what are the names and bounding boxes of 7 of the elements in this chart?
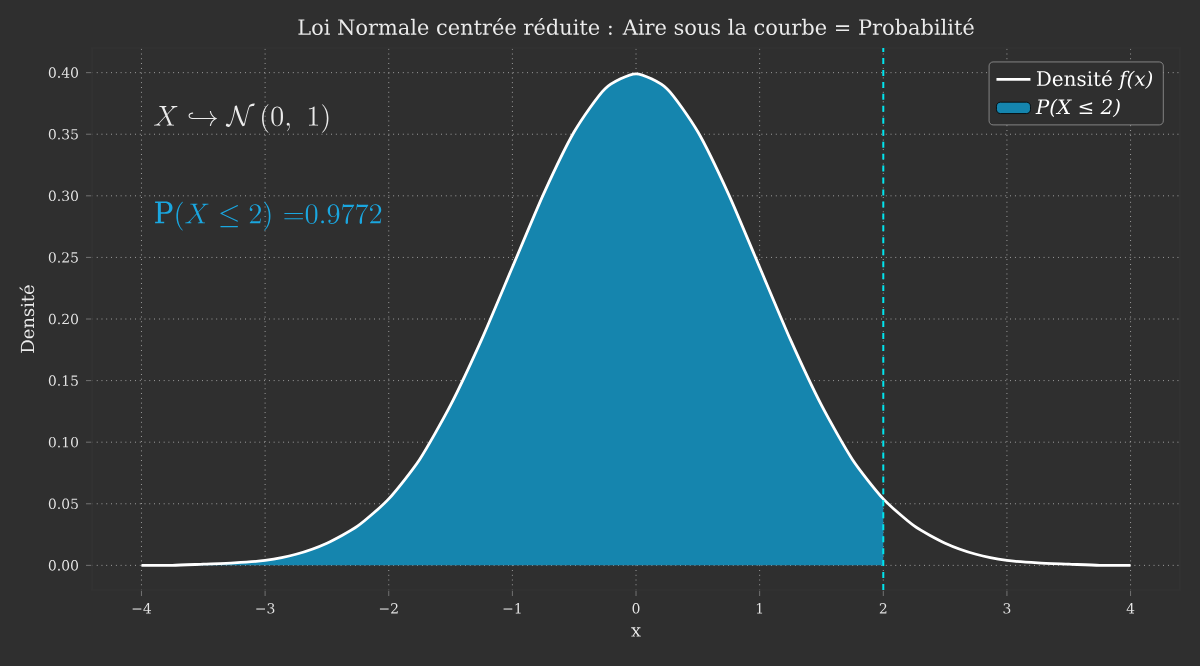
legend-label: P(X ≤ 2) xyxy=(1035,98,1120,118)
annotation: $\mathrm{P}(X \leq 2)\ {=}0.9772$ xyxy=(155,201,382,231)
chart-title: Loi Normale centrée réduite : Aire sous la courbe = Probabilité xyxy=(298,17,974,35)
legend-label: Densité f(x) xyxy=(1036,69,1153,91)
x-axis-title: x xyxy=(631,627,641,637)
y-axis-title: Densité xyxy=(19,285,35,353)
annotation: $X \hookrightarrow \mathcal{N}\,(0,\ 1)$ xyxy=(154,103,329,133)
